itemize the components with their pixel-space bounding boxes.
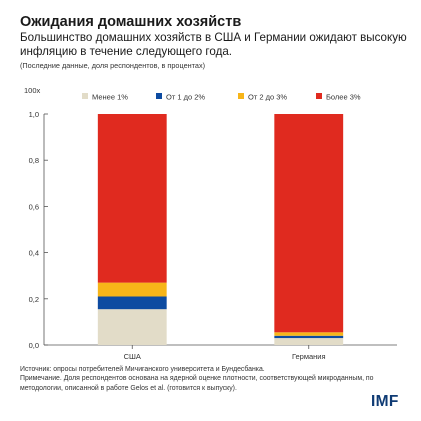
bar-segment-1-1: [97, 309, 167, 345]
legend-label: Менее 1%: [92, 93, 128, 102]
bar-segment-1-2: [97, 296, 167, 310]
y-tick-label: 0,2: [29, 295, 39, 304]
legend-label: Более 3%: [326, 93, 361, 102]
legend-swatch: [316, 93, 322, 99]
legend-swatch: [82, 93, 88, 99]
legend-swatch: [238, 93, 244, 99]
legend-label: От 1 до 2%: [166, 93, 205, 102]
y-tick-label: 0,6: [29, 202, 39, 211]
y-tick-label: 0,4: [29, 249, 39, 258]
y-tick-label: 1,0: [29, 110, 39, 119]
chart-subtitle: Большинство домашних хозяйств в США и Ге…: [20, 31, 407, 58]
x-tick-label: США: [124, 352, 141, 361]
footnote-text: Примечание. Доля респондентов основана н…: [20, 375, 374, 392]
bar-segment-2-1: [274, 338, 344, 345]
y-axis-scale-label: 100x: [24, 86, 41, 95]
bar-segment-2-3: [274, 332, 344, 336]
bar-segment-1-3: [97, 282, 167, 297]
chart-note: (Последние данные, доля респондентов, в …: [20, 61, 206, 70]
bar-segment-1-4: [97, 114, 167, 283]
x-tick-label: Германия: [292, 352, 326, 361]
chart-title: Ожидания домашних хозяйств: [20, 14, 242, 30]
bar-segment-2-2: [274, 335, 344, 339]
bar-segment-2-4: [274, 114, 344, 333]
y-tick-label: 0,8: [29, 156, 39, 165]
legend-label: От 2 до 3%: [248, 93, 287, 102]
imf-logo: IMF: [371, 393, 399, 410]
legend-swatch: [156, 93, 162, 99]
y-tick-label: 0,0: [29, 341, 39, 350]
source-text: Источник: опросы потребителей Мичиганско…: [20, 366, 265, 373]
chart-footer: Источник: опросы потребителей Мичиганско…: [20, 365, 380, 393]
